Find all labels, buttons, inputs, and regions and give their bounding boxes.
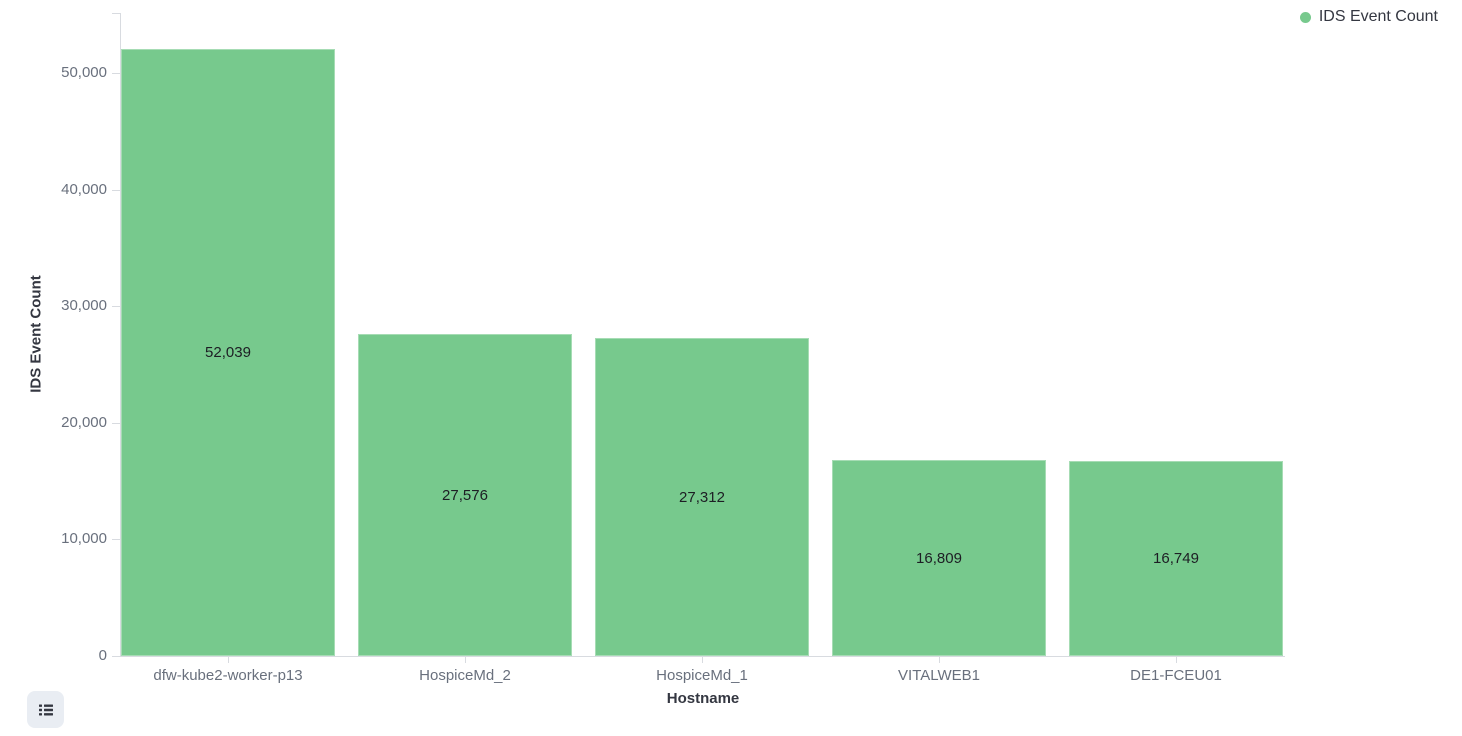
x-tick-label: HospiceMd_2 xyxy=(419,667,511,684)
legend-swatch xyxy=(1299,11,1311,23)
y-tick-label: 40,000 xyxy=(61,181,107,198)
x-tick-label: VITALWEB1 xyxy=(898,667,980,684)
y-axis-top-tick xyxy=(112,13,120,14)
y-tick xyxy=(112,73,120,74)
x-tick xyxy=(1176,657,1177,663)
legend-item-ids-event-count[interactable]: IDS Event Count xyxy=(1299,8,1438,26)
bar-DE1-FCEU01[interactable]: 16,749 xyxy=(1069,461,1283,656)
y-tick-label: 0 xyxy=(98,647,107,664)
bar-value-label: 16,809 xyxy=(916,549,962,567)
x-tick-label: dfw-kube2-worker-p13 xyxy=(153,667,303,684)
x-tick xyxy=(702,657,703,663)
list-icon xyxy=(38,704,53,715)
bar-value-label: 27,312 xyxy=(679,488,725,506)
bar-dfw-kube2-worker-p13[interactable]: 52,039 xyxy=(121,49,335,656)
y-tick-label: 30,000 xyxy=(61,297,107,314)
y-tick xyxy=(112,190,120,191)
y-axis-title: IDS Event Count xyxy=(27,275,45,393)
x-axis-title: Hostname xyxy=(666,690,740,707)
legend-label: IDS Event Count xyxy=(1318,8,1438,25)
bar-VITALWEB1[interactable]: 16,809 xyxy=(832,460,1046,656)
x-tick-label: HospiceMd_1 xyxy=(656,667,748,684)
x-axis-line xyxy=(120,656,1285,657)
y-tick-label: 50,000 xyxy=(61,64,107,81)
legend-toggle-button[interactable] xyxy=(27,691,64,728)
bar-value-label: 16,749 xyxy=(1153,550,1199,567)
y-axis-line xyxy=(120,13,121,656)
x-tick xyxy=(939,657,940,663)
x-tick-label: DE1-FCEU01 xyxy=(1130,667,1222,684)
bar-HospiceMd_1[interactable]: 27,312 xyxy=(595,338,809,656)
y-tick xyxy=(112,539,120,540)
y-tick xyxy=(112,423,120,424)
x-tick xyxy=(228,657,229,663)
y-tick xyxy=(112,656,120,657)
y-tick xyxy=(112,306,120,307)
y-tick-label: 20,000 xyxy=(61,414,107,431)
bar-HospiceMd_2[interactable]: 27,576 xyxy=(358,334,572,656)
bar-value-label: 27,576 xyxy=(442,486,488,504)
x-tick xyxy=(465,657,466,663)
bar-value-label: 52,039 xyxy=(205,344,251,361)
y-tick-label: 10,000 xyxy=(61,530,107,547)
